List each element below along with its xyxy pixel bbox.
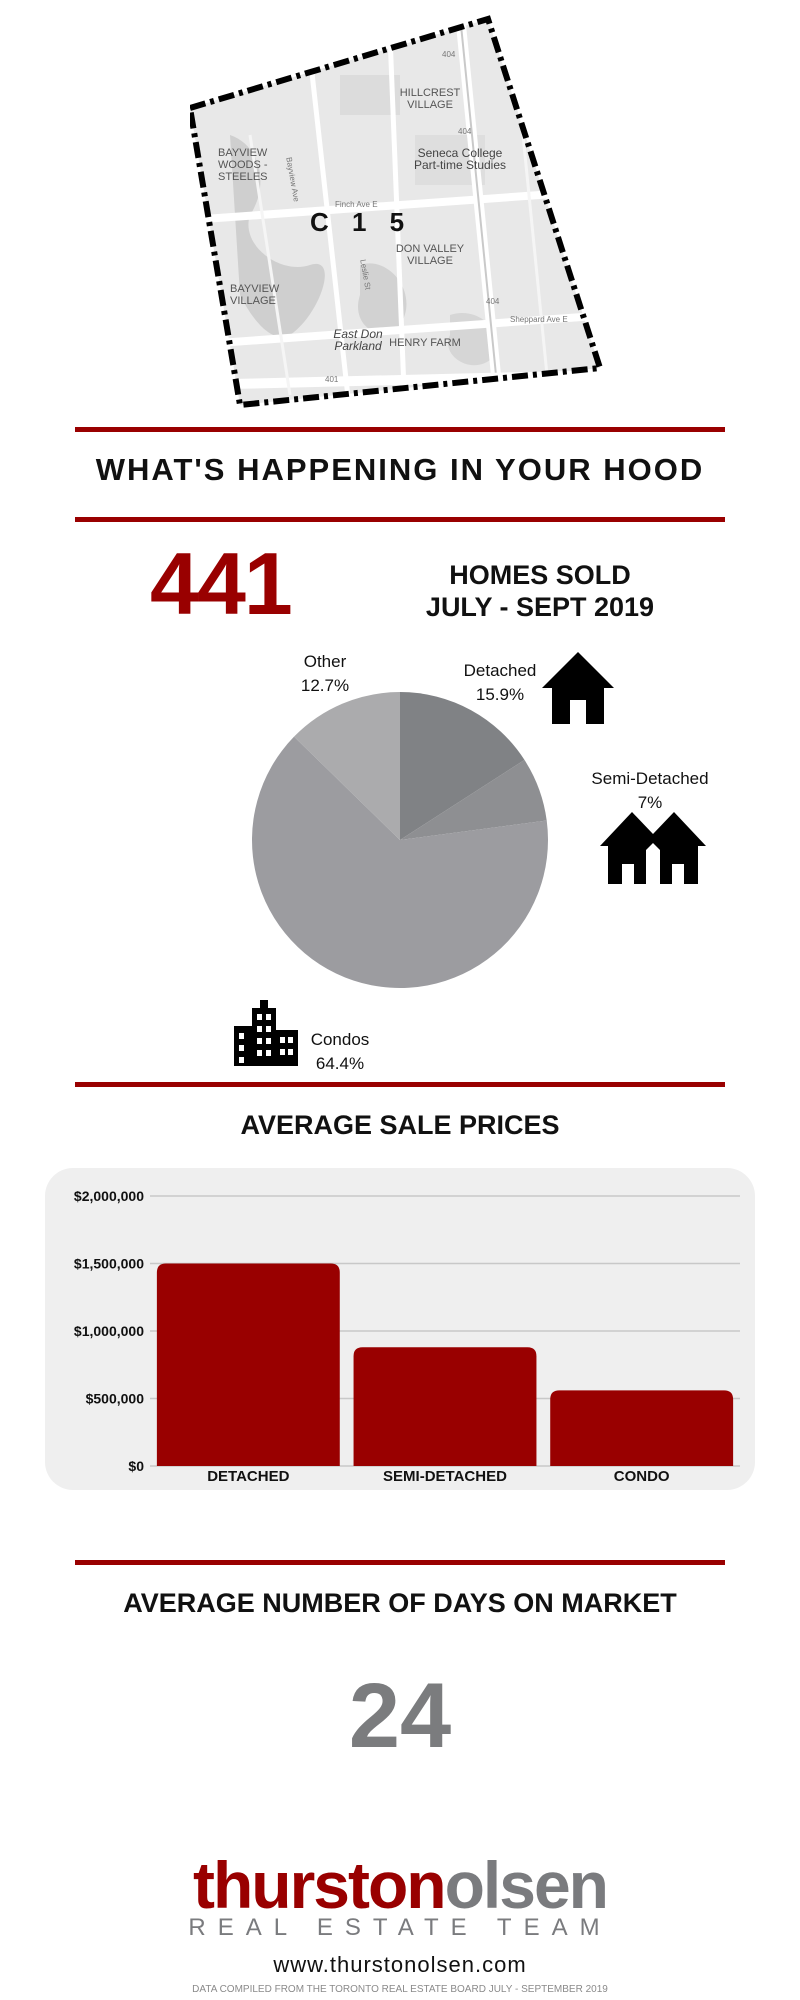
pie-label-other-pct: 12.7% bbox=[300, 676, 350, 695]
homes-sold-period: JULY - SEPT 2019 bbox=[425, 592, 655, 622]
bar-semi-detached bbox=[353, 1347, 537, 1466]
divider-prices bbox=[75, 1082, 725, 1087]
map-road-404-north: 404 bbox=[442, 50, 456, 59]
pie-label-detached-pct: 15.9% bbox=[475, 685, 525, 704]
pie-slice-other bbox=[294, 692, 400, 840]
source-note: DATA COMPILED FROM THE TORONTO REAL ESTA… bbox=[192, 1984, 608, 1995]
days-title: AVERAGE NUMBER OF DAYS ON MARKET bbox=[123, 1588, 677, 1618]
bar-condo bbox=[550, 1390, 734, 1466]
map-road-404-south: 404 bbox=[486, 297, 500, 306]
bar-detached bbox=[156, 1263, 340, 1466]
brand-logo-part1: thurston bbox=[193, 1848, 447, 1922]
divider-top bbox=[75, 427, 725, 432]
pie-label-condos-pct: 64.4% bbox=[315, 1054, 365, 1073]
page-headline: WHAT'S HAPPENING IN YOUR HOOD bbox=[95, 452, 705, 487]
divider-days bbox=[75, 1560, 725, 1565]
map-road-finch: Finch Ave E bbox=[335, 200, 378, 209]
y-tick-label: $1,500,000 bbox=[74, 1256, 144, 1272]
days-on-market-value: 24 bbox=[348, 1665, 452, 1767]
y-tick-label: $0 bbox=[128, 1458, 144, 1474]
y-tick-label: $1,000,000 bbox=[74, 1323, 144, 1339]
pie-label-other: Other 12.7% bbox=[290, 650, 360, 698]
y-tick-label: $2,000,000 bbox=[74, 1188, 144, 1204]
homes-sold-label: HOMES SOLD bbox=[449, 560, 631, 590]
divider-headline-bottom bbox=[75, 517, 725, 522]
y-tick-label: $500,000 bbox=[86, 1391, 145, 1407]
property-type-pie-chart bbox=[252, 692, 548, 988]
district-map: HILLCREST VILLAGE BAYVIEW WOODS - STEELE… bbox=[186, 15, 610, 415]
brand-tagline: REAL ESTATE TEAM bbox=[188, 1914, 612, 1941]
map-label-hillcrest: HILLCREST VILLAGE bbox=[399, 87, 461, 111]
pie-label-detached: Detached 15.9% bbox=[455, 659, 545, 707]
pie-slice-semi-detached bbox=[400, 759, 547, 840]
prices-title: AVERAGE SALE PRICES bbox=[240, 1110, 560, 1140]
house-icon bbox=[542, 652, 614, 724]
map-district-label: C 1 5 bbox=[310, 207, 413, 237]
map-label-bayview-village: BAYVIEW VILLAGE bbox=[230, 283, 280, 307]
district-map-graphic bbox=[186, 15, 604, 409]
x-tick-label: CONDO bbox=[614, 1468, 670, 1485]
brand-logo-part2: olsen bbox=[444, 1848, 609, 1922]
map-road-sheppard: Sheppard Ave E bbox=[510, 315, 568, 324]
pie-label-semi-pct: 7% bbox=[637, 793, 663, 812]
pie-label-condos: Condos 64.4% bbox=[300, 1028, 380, 1076]
pie-label-condos-name: Condos bbox=[310, 1030, 370, 1049]
condo-building-icon bbox=[234, 1000, 298, 1066]
brand-logo: thurstonolsen bbox=[0, 1852, 800, 1918]
pie-label-other-name: Other bbox=[303, 652, 347, 671]
semi-detached-icon bbox=[600, 812, 706, 884]
map-label-don-valley: DON VALLEY VILLAGE bbox=[395, 243, 465, 267]
pie-slice-detached bbox=[400, 692, 525, 840]
map-label-henry-farm: HENRY FARM bbox=[389, 337, 461, 349]
pie-slice-condos bbox=[252, 736, 548, 988]
pie-label-detached-name: Detached bbox=[463, 661, 537, 680]
x-tick-label: SEMI-DETACHED bbox=[383, 1468, 507, 1485]
map-label-bayview-woods: BAYVIEW WOODS - STEELES bbox=[218, 147, 268, 183]
x-tick-label: DETACHED bbox=[207, 1468, 289, 1485]
pie-label-semi: Semi-Detached 7% bbox=[585, 767, 715, 815]
map-label-east-don: East Don Parkland bbox=[333, 327, 383, 353]
price-bar-chart: $0 $500,000 $1,000,000 $1,500,000 $2,000,000… bbox=[74, 1188, 740, 1485]
map-road-401: 401 bbox=[325, 375, 339, 384]
map-road-404-mid: 404 bbox=[458, 127, 472, 136]
price-chart-panel: $0 $500,000 $1,000,000 $1,500,000 $2,000,000… bbox=[45, 1168, 755, 1490]
map-label-seneca: Seneca College Part-time Studies bbox=[413, 146, 507, 172]
homes-sold-count: 441 bbox=[150, 534, 293, 633]
brand-url[interactable]: www.thurstonolsen.com bbox=[273, 1952, 527, 1977]
pie-label-semi-name: Semi-Detached bbox=[591, 769, 709, 788]
